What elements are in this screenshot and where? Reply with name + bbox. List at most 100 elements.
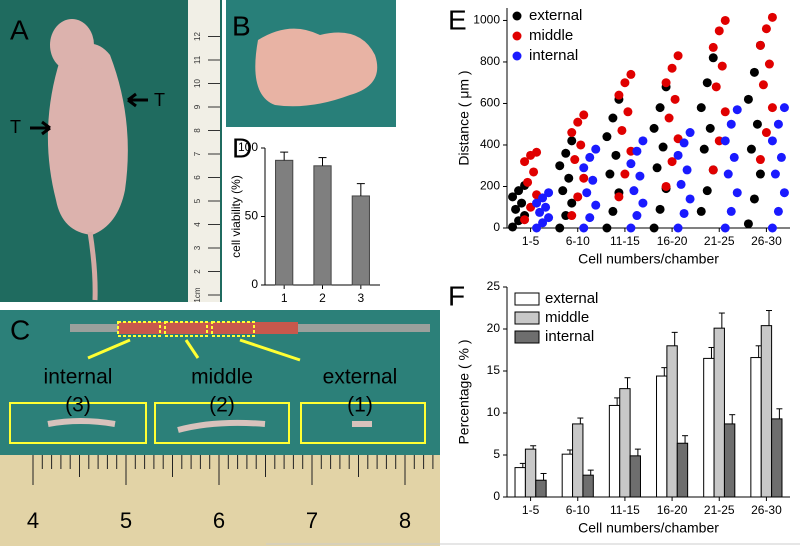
region-box (154, 402, 290, 444)
bar (561, 453, 574, 498)
point (579, 173, 589, 183)
bar (760, 325, 773, 498)
point (767, 223, 777, 233)
x-tick-label: 1-5 (522, 503, 540, 517)
point (767, 136, 777, 146)
point (538, 193, 548, 203)
point (570, 155, 580, 165)
legend-label: external (529, 7, 582, 24)
panel-letter: C (10, 314, 30, 345)
photo-a: T T (0, 0, 222, 302)
legend-label: internal (529, 47, 578, 64)
region-name: internal (44, 366, 113, 389)
point (679, 138, 689, 148)
x-tick-label: 21-25 (704, 503, 735, 517)
point (544, 213, 554, 223)
bar (713, 327, 725, 498)
x-tick-label: 16-20 (657, 234, 688, 248)
point (508, 192, 518, 202)
point (720, 15, 730, 25)
point (555, 223, 565, 233)
legend-swatch (514, 292, 540, 306)
y-tick-label: 600 (480, 96, 500, 110)
point (776, 152, 786, 162)
point (632, 146, 642, 156)
ruler-label: 12 (193, 32, 202, 41)
point (638, 136, 648, 146)
point (664, 113, 674, 123)
tissue (177, 419, 266, 433)
legend-label: middle (545, 309, 589, 326)
point (655, 103, 665, 113)
point (602, 223, 612, 233)
point (658, 142, 668, 152)
region-index: (2) (209, 394, 235, 417)
point (602, 132, 612, 142)
bar (771, 418, 783, 498)
tumor (255, 28, 378, 107)
point (585, 213, 595, 223)
ruler-label: 7 (193, 151, 202, 156)
point (585, 152, 595, 162)
point (626, 223, 636, 233)
point (676, 179, 686, 189)
point (520, 157, 530, 167)
ruler-label: 8 (193, 128, 202, 133)
point (749, 67, 759, 77)
y-tick-label: 0 (251, 277, 258, 291)
point (761, 24, 771, 34)
point (620, 78, 630, 88)
bar (572, 423, 584, 498)
mouse-tail (87, 231, 98, 301)
bar (514, 467, 526, 498)
point (605, 169, 615, 179)
bar (750, 357, 762, 498)
point (567, 198, 577, 208)
legend-label: external (545, 290, 598, 307)
bar (608, 404, 621, 498)
point (626, 159, 636, 169)
point (702, 78, 712, 88)
point (614, 90, 624, 100)
point (752, 119, 762, 129)
point (726, 119, 736, 129)
point (544, 188, 554, 198)
point (749, 194, 759, 204)
arrow (30, 120, 51, 136)
x-tick-label: 26-30 (751, 503, 782, 517)
legend-marker (512, 11, 522, 21)
ruler-label: 11 (193, 55, 202, 64)
point (764, 59, 774, 69)
y-tick-label: 0 (493, 489, 500, 503)
point (538, 218, 548, 228)
region-box (9, 402, 147, 444)
point (732, 188, 742, 198)
tumor-marker: T (10, 117, 21, 137)
y-tick-label: 20 (487, 321, 501, 335)
point (699, 144, 709, 154)
point (779, 103, 789, 113)
y-tick-label: 200 (480, 179, 500, 193)
point (729, 152, 739, 162)
y-tick-label: 0 (493, 220, 500, 234)
x-tick-label: 11-15 (610, 234, 640, 248)
bar (351, 195, 370, 286)
tissue (47, 418, 116, 427)
ruler-label: 10 (193, 79, 202, 88)
arrow (127, 92, 148, 108)
ruler-label: 3 (193, 245, 202, 250)
ruler-label: 5 (120, 508, 132, 533)
point (649, 123, 659, 133)
x-tick-label: 16-20 (657, 503, 688, 517)
point (529, 167, 539, 177)
point (567, 136, 577, 146)
y-axis-label: cell viability (%) (229, 175, 243, 258)
point (532, 198, 542, 208)
region-name: middle (191, 366, 253, 389)
point (620, 169, 630, 179)
point (673, 150, 683, 160)
tumor-marker: T (154, 90, 165, 110)
x-tick-label: 21-25 (704, 234, 735, 248)
point (767, 12, 777, 22)
